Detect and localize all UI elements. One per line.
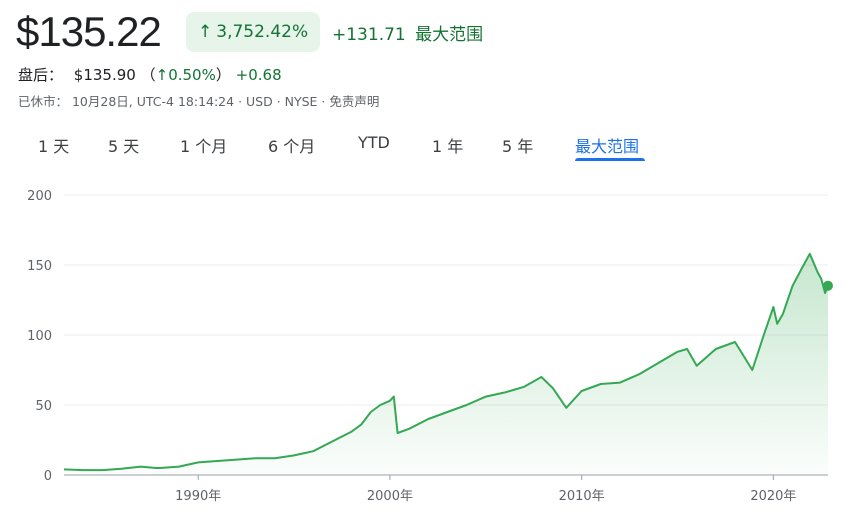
x-tick-label: 2000年 [367,489,413,504]
percent-change-badge: ↑ 3,752.42% [186,12,321,52]
tab-ytd[interactable]: YTD [358,133,390,152]
area-fill-layer [64,253,828,475]
y-tick-label: 150 [27,259,52,274]
tab-5-years[interactable]: 5 年 [502,137,534,156]
arrow-up-small-icon: ↑ [155,66,169,84]
x-tick-label: 1990年 [175,489,221,504]
price-series-line [63,252,829,472]
last-point-layer [823,280,833,291]
tab-5-days[interactable]: 5 天 [108,137,140,156]
market-status-meta: 已休市： 10月28日, UTC-4 18:14:24 · USD · NYSE… [18,94,380,109]
price-chart[interactable]: 0 50 100 150 200 1990年 2000年 2010年 2020年 [0,170,856,517]
y-axis-ticks: 0 50 100 150 200 [27,189,52,484]
y-tick-label: 0 [44,469,52,484]
after-hours-close-paren: ） [215,66,231,84]
last-price-point [823,280,833,291]
x-tick-label: 2010年 [559,489,605,504]
x-axis-ticks: 1990年 2000年 2010年 2020年 [175,475,796,504]
percent-change-value: 3,752.42% [216,22,309,42]
absolute-change: +131.71 最大范围 [332,20,483,45]
tab-6-months[interactable]: 6 个月 [268,137,316,156]
after-hours-percent: 0.50% [168,66,216,84]
current-price: $135.22 [16,8,162,55]
x-tick-label: 2020年 [750,489,796,504]
after-hours-open-paren: （ [140,66,156,84]
area-fill [64,253,828,475]
after-hours-change: +0.68 [235,66,282,84]
y-tick-label: 50 [35,399,52,414]
y-tick-label: 100 [27,329,52,344]
period-label: 最大范围 [415,25,484,45]
series-line-layer [63,252,829,472]
tab-1-year[interactable]: 1 年 [432,137,464,156]
tab-max[interactable]: 最大范围 [575,137,640,156]
tab-1-month[interactable]: 1 个月 [180,137,228,156]
after-hours-line: 盘后： $135.90 （↑0.50%） +0.68 [18,64,282,85]
range-tabs: 1 天 5 天 1 个月 6 个月 YTD 1 年 5 年 最大范围 [0,128,856,164]
after-hours-label: 盘后： [18,66,64,84]
absolute-change-value: +131.71 [332,25,406,45]
arrow-up-icon: ↑ [198,22,213,42]
active-tab-indicator [575,158,645,161]
after-hours-price: $135.90 [73,66,136,84]
tab-1-day[interactable]: 1 天 [38,137,70,156]
y-tick-label: 200 [27,189,52,204]
